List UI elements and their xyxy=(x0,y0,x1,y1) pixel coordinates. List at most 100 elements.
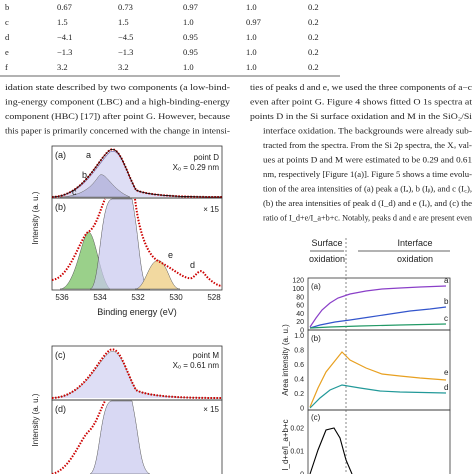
text-line: even after point G. Figure 4 shows fitte… xyxy=(250,98,473,107)
label: 0.8 xyxy=(294,348,304,355)
text-line: tion of the area intensities of (a) peak… xyxy=(263,185,472,194)
label: (b) xyxy=(311,334,321,343)
text-line: (b) the area intensities of peak d (I_d)… xyxy=(263,199,472,208)
table-cell: −4.5 xyxy=(118,32,133,42)
text-line: ratio of I_d+e/I_a+b+c. Notably, peaks d… xyxy=(263,214,473,223)
frame xyxy=(51,197,223,291)
label: b xyxy=(444,297,449,306)
data-points xyxy=(51,348,223,399)
label: Xₒ = 0.29 nm xyxy=(173,163,220,172)
label: × 15 xyxy=(203,405,219,414)
curve xyxy=(309,427,353,474)
body-text: idation state described by two component… xyxy=(5,83,473,223)
label: 528 xyxy=(207,293,221,302)
label: 80 xyxy=(296,294,304,301)
label: 530 xyxy=(169,293,183,302)
label: Intensity (a. u.) xyxy=(31,393,40,446)
label: a xyxy=(444,276,449,285)
label: 536 xyxy=(55,293,69,302)
table-cell: c xyxy=(5,17,9,27)
table-cell: −4.1 xyxy=(57,32,72,42)
table-cell: 0.2 xyxy=(308,32,319,42)
label: point M xyxy=(193,351,220,360)
label: c xyxy=(72,187,77,197)
label: 0.2 xyxy=(294,391,304,398)
label: 532 xyxy=(131,293,145,302)
table-cell: 1.0 xyxy=(183,62,194,72)
table-cell: d xyxy=(5,32,10,42)
label: 0 xyxy=(300,472,304,474)
table-cell: 0.2 xyxy=(308,2,319,12)
curve xyxy=(309,323,447,329)
table-cell: 0.2 xyxy=(308,47,319,57)
table-cell: 1.0 xyxy=(246,32,257,42)
label: Interface xyxy=(397,238,432,248)
table-cell: 0.2 xyxy=(308,17,319,27)
label: × 15 xyxy=(203,205,219,214)
text-line: ues at points D and M were estimated to … xyxy=(263,156,472,165)
label: 0.02 xyxy=(290,426,304,433)
label: Intensity (a. u.) xyxy=(31,191,40,244)
table-cell: −1.3 xyxy=(57,47,72,57)
component xyxy=(89,400,151,474)
text-line: ties of peaks d and e, we used the three… xyxy=(250,83,472,92)
table-cell: e xyxy=(5,47,9,57)
table-cell: 1.0 xyxy=(246,2,257,12)
label: 100 xyxy=(292,286,304,293)
data-points xyxy=(51,198,223,287)
curve xyxy=(309,285,447,328)
label: (b) xyxy=(55,202,66,212)
text-line: nm, respectively [Figure 1(a)]. Figure 5… xyxy=(263,170,472,179)
text-line: tracted from the spectra. From the Si 2p… xyxy=(263,141,472,150)
table-cell: 1.0 xyxy=(183,17,194,27)
table-cell: 3.2 xyxy=(57,62,68,72)
label: 40 xyxy=(296,311,304,318)
label: Xₒ = 0.61 nm xyxy=(173,361,220,370)
label: e xyxy=(168,250,173,260)
frame xyxy=(307,329,451,411)
table-cell: 0.2 xyxy=(308,62,319,72)
label: 0.01 xyxy=(290,449,304,456)
figure-4 xyxy=(51,145,223,474)
table-cell: 1.5 xyxy=(57,17,68,27)
label: Area intensity (a. u.) xyxy=(281,324,290,396)
table-cell: 0.95 xyxy=(183,47,198,57)
label: oxidation xyxy=(397,254,433,264)
table-cell: 1.5 xyxy=(118,17,129,27)
label: 534 xyxy=(93,293,107,302)
label: (a) xyxy=(311,282,321,291)
label: Binding energy (eV) xyxy=(97,307,177,317)
label: (a) xyxy=(55,150,66,160)
text-line: idation state described by two component… xyxy=(5,83,230,92)
label: a xyxy=(86,150,91,160)
frame xyxy=(307,409,451,474)
table-cell: f xyxy=(5,62,8,72)
text-line: interface oxidation. The backgrounds wer… xyxy=(263,127,472,136)
curve xyxy=(309,351,447,408)
label: (d) xyxy=(55,404,66,414)
label: c xyxy=(444,314,448,323)
label: Surface xyxy=(311,238,342,248)
table-cell: 0.97 xyxy=(246,17,261,27)
table: b 0.67 0.73 0.97 1.0 0.2 c 1.5 1.5 1.0 0.97 0.2 d −4.… xyxy=(5,2,319,72)
fit xyxy=(51,149,223,198)
label: 0.6 xyxy=(294,362,304,369)
curve xyxy=(309,384,447,409)
text-line: points D in the Si surface oxidation and… xyxy=(250,112,473,121)
label: 60 xyxy=(296,303,304,310)
label: I_d+e/I_a+b+c xyxy=(281,419,290,470)
table-cell: 0.95 xyxy=(183,32,198,42)
table-cell: 1.0 xyxy=(246,47,257,57)
label: oxidation xyxy=(309,254,345,264)
label: 0 xyxy=(300,328,304,335)
label: 0 xyxy=(300,406,304,413)
label: (c) xyxy=(311,413,321,422)
label: d xyxy=(444,383,448,392)
label: 0.4 xyxy=(294,377,304,384)
label: 120 xyxy=(292,278,304,285)
label: point D xyxy=(194,153,220,162)
label: 20 xyxy=(296,319,304,326)
label: b xyxy=(82,170,87,180)
component xyxy=(59,174,131,198)
